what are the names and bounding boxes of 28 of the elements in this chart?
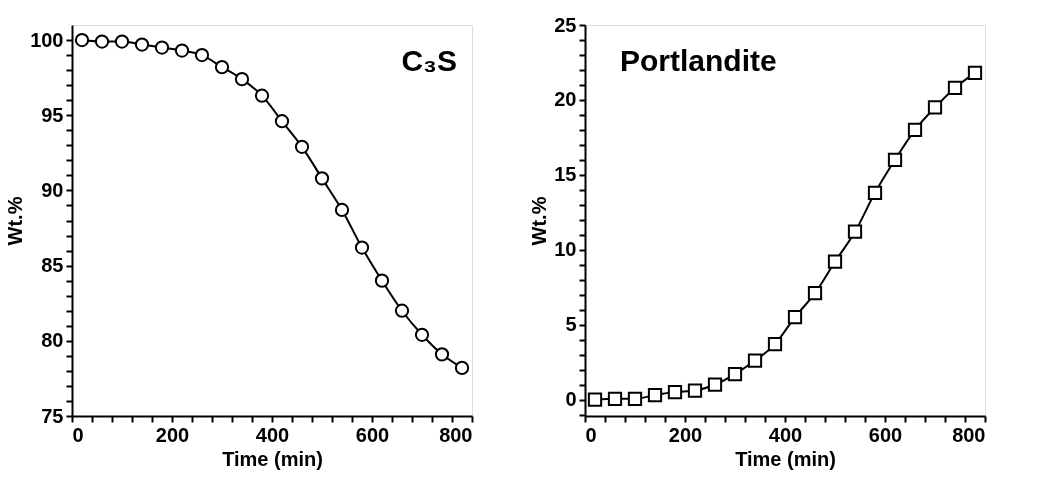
x-tick-label: 200 (668, 423, 703, 446)
x-tick-label: 400 (768, 423, 803, 446)
y-tick-label: 80 (41, 329, 64, 352)
text: C₃S (401, 44, 457, 77)
x-axis-title: Time (min) (222, 447, 323, 470)
x-tick-label: 400 (255, 423, 290, 446)
x-tick-label: 0 (72, 423, 84, 446)
y-tick-label: 10 (554, 238, 577, 261)
y-tick-label: 25 (554, 13, 577, 36)
x-tick-label: 0 (585, 423, 597, 446)
x-tick-label: 600 (868, 423, 903, 446)
y-tick-label: 0 (565, 388, 577, 411)
x-axis-title: Time (min) (735, 447, 836, 470)
x-tick-label: 800 (952, 423, 986, 446)
x-tick-label: 800 (439, 423, 473, 446)
x-tick-label: 200 (155, 423, 190, 446)
x-tick-label: 600 (355, 423, 390, 446)
y-tick-label: 100 (30, 28, 64, 51)
y-tick-label: 90 (41, 178, 64, 201)
y-axis-title: Wt.% (528, 196, 551, 246)
y-tick-label: 5 (565, 313, 577, 336)
y-tick-label: 95 (41, 103, 64, 126)
y-tick-label: 15 (554, 163, 577, 186)
y-tick-label: 75 (41, 404, 64, 427)
text: Portlandite (620, 44, 777, 77)
y-tick-label: 20 (554, 88, 577, 111)
y-tick-label: 85 (41, 254, 64, 277)
y-axis-title: Wt.% (4, 196, 27, 246)
